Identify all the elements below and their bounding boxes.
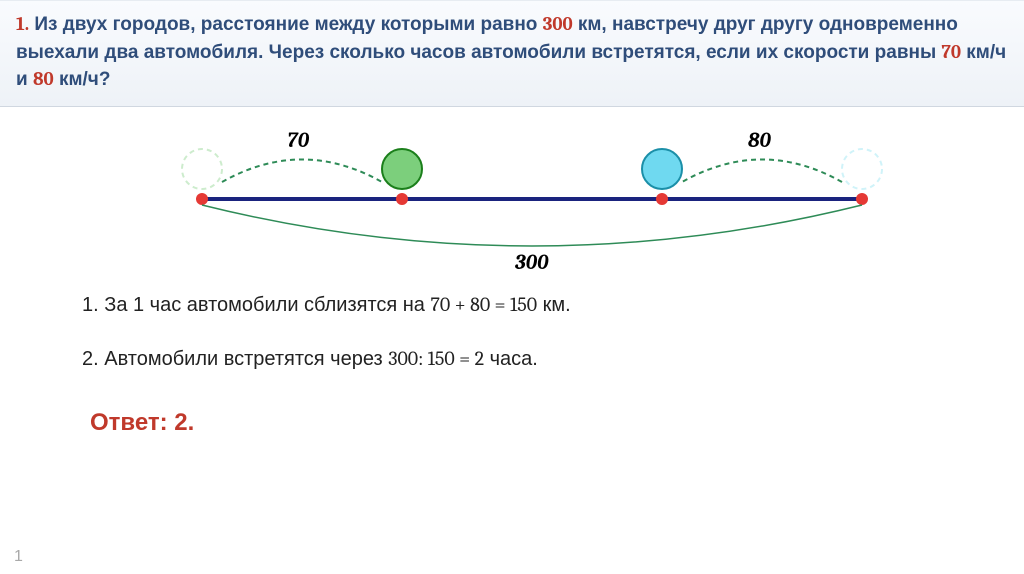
dot-mid-right bbox=[656, 193, 668, 205]
step1-a: 1. За 1 час автомобили сблизятся на bbox=[82, 294, 431, 316]
problem-dist: 300 bbox=[543, 13, 573, 35]
step1-b: км. bbox=[537, 294, 571, 316]
dot-start-right bbox=[856, 193, 868, 205]
step-2: 2. Автомобили встретятся через 300: 150 … bbox=[82, 345, 994, 373]
dot-mid-left bbox=[396, 193, 408, 205]
dot-start-left bbox=[196, 193, 208, 205]
problem-number: 1. bbox=[16, 13, 29, 35]
diagram: 70 80 300 bbox=[152, 127, 912, 277]
distance-arc-icon bbox=[202, 205, 862, 246]
hop-left-icon bbox=[222, 159, 382, 182]
step2-math: 300: 150 = 2 bbox=[388, 347, 484, 370]
ghost-right-icon bbox=[842, 149, 882, 189]
step-1: 1. За 1 час автомобили сблизятся на 70 +… bbox=[82, 291, 994, 319]
label-distance: 300 bbox=[515, 251, 548, 275]
problem-text: 1. Из двух городов, расстояние между кот… bbox=[16, 11, 1008, 94]
step2-b: часа. bbox=[484, 348, 538, 370]
problem-header: 1. Из двух городов, расстояние между кот… bbox=[0, 0, 1024, 107]
problem-t1: Из двух городов, расстояние между которы… bbox=[29, 14, 543, 35]
answer: Ответ: 2. bbox=[90, 409, 994, 437]
step2-a: 2. Автомобили встретятся через bbox=[82, 348, 388, 370]
page-number: 1 bbox=[14, 548, 23, 566]
car-right-icon bbox=[642, 149, 682, 189]
car-left-icon bbox=[382, 149, 422, 189]
problem-s1: 70 bbox=[941, 41, 961, 63]
hop-right-icon bbox=[682, 159, 842, 182]
problem-s2: 80 bbox=[33, 68, 54, 90]
content-body: 70 80 300 1. За 1 час автомобили сблизят… bbox=[0, 107, 1024, 557]
problem-t4: км/ч? bbox=[54, 69, 111, 90]
step1-math: 70 + 80 = 150 bbox=[431, 293, 538, 316]
label-speed-right: 80 bbox=[748, 129, 771, 153]
ghost-left-icon bbox=[182, 149, 222, 189]
label-speed-left: 70 bbox=[287, 129, 309, 153]
